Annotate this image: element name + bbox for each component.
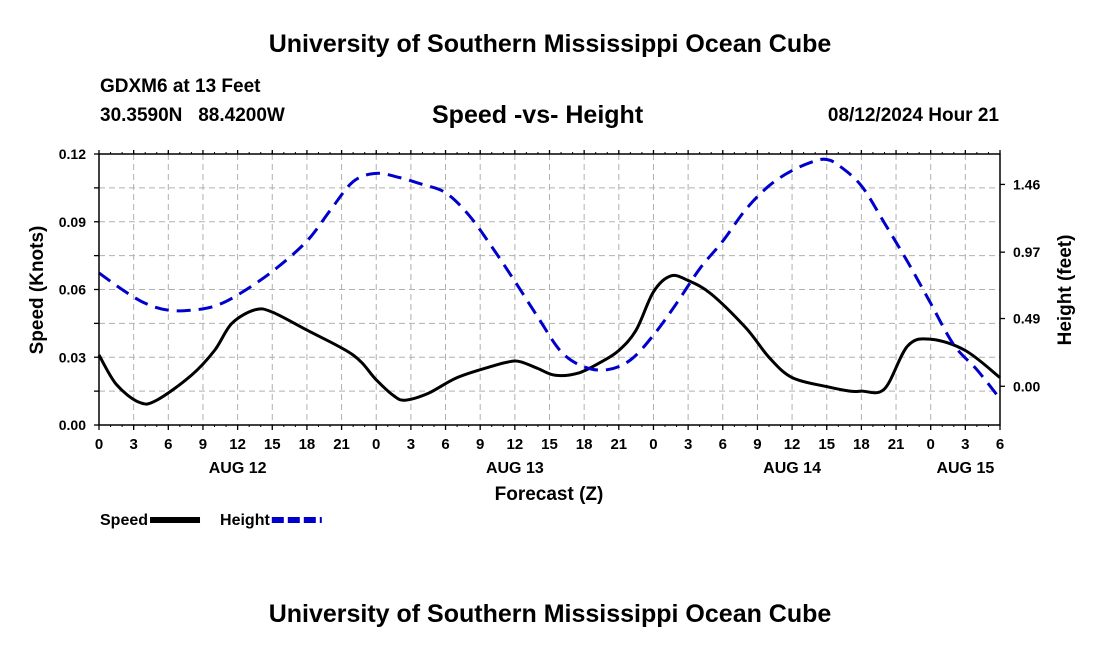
date-label: AUG 15 xyxy=(936,460,994,477)
x-tick-label: 0 xyxy=(649,436,657,453)
x-axis-title: Forecast (Z) xyxy=(495,484,604,505)
station-label: GDXM6 at 13 Feet xyxy=(100,76,261,97)
x-tick-label: 12 xyxy=(784,436,801,453)
x-tick-label: 0 xyxy=(927,436,935,453)
forecast-datetime: 08/12/2024 Hour 21 xyxy=(827,105,999,126)
x-tick-label: 6 xyxy=(441,436,449,453)
x-tick-label: 12 xyxy=(507,436,524,453)
x-tick-label: 21 xyxy=(610,436,627,453)
y2-tick-label: 0.00 xyxy=(1013,378,1040,394)
x-tick-label: 21 xyxy=(333,436,350,453)
y-tick-label: 0.06 xyxy=(59,282,86,298)
x-tick-label: 18 xyxy=(853,436,870,453)
y2-tick-label: 1.46 xyxy=(1013,176,1040,192)
legend: Speed Height xyxy=(100,512,322,529)
x-tick-label: 18 xyxy=(299,436,316,453)
station-coordinates: 30.3590N 88.4200W xyxy=(100,105,285,126)
date-label: AUG 12 xyxy=(209,460,267,477)
x-tick-label: 3 xyxy=(684,436,692,453)
x-tick-label: 9 xyxy=(476,436,484,453)
x-tick-label: 6 xyxy=(719,436,727,453)
y-axis-title: Speed (Knots) xyxy=(27,226,48,355)
chart-title: University of Southern Mississippi Ocean… xyxy=(268,30,832,58)
footer-title: University of Southern Mississippi Ocean… xyxy=(268,600,832,628)
plot-frame xyxy=(98,153,1001,426)
x-tick-label: 6 xyxy=(996,436,1004,453)
x-tick-label: 0 xyxy=(95,436,103,453)
x-tick-label: 3 xyxy=(961,436,969,453)
grid-lines xyxy=(99,154,1000,425)
y2-tick-label: 0.49 xyxy=(1013,311,1040,327)
legend-label-speed: Speed xyxy=(100,512,148,529)
y2-tick-label: 0.97 xyxy=(1013,244,1040,260)
series-lines xyxy=(97,157,1002,406)
y-tick-label: 0.00 xyxy=(59,417,86,433)
axis-labels: 0 3 6 9 12 15 18 21 0 3 6 9 12 15 18 21 0 3 6 9 12 15 18 21 0 3 6A… xyxy=(27,146,1076,505)
x-tick-label: 15 xyxy=(264,436,281,453)
height-series-line xyxy=(98,157,1002,400)
x-tick-label: 3 xyxy=(129,436,137,453)
date-label: AUG 13 xyxy=(486,460,544,477)
y-tick-label: 0.12 xyxy=(59,146,86,162)
x-tick-label: 0 xyxy=(372,436,380,453)
speed-series-line xyxy=(97,273,1001,406)
x-tick-label: 15 xyxy=(818,436,835,453)
x-tick-label: 9 xyxy=(753,436,761,453)
y2-axis-title: Height (feet) xyxy=(1055,235,1076,346)
date-label: AUG 14 xyxy=(763,460,821,477)
x-tick-label: 6 xyxy=(164,436,172,453)
x-tick-label: 18 xyxy=(576,436,593,453)
y-tick-label: 0.09 xyxy=(59,214,86,230)
x-tick-label: 21 xyxy=(888,436,905,453)
x-tick-label: 12 xyxy=(229,436,246,453)
x-tick-label: 9 xyxy=(199,436,207,453)
chart-subtitle: Speed -vs- Height xyxy=(432,101,644,129)
x-tick-label: 15 xyxy=(541,436,558,453)
y-tick-label: 0.03 xyxy=(59,349,86,365)
legend-label-height: Height xyxy=(220,512,270,529)
x-tick-label: 3 xyxy=(407,436,415,453)
